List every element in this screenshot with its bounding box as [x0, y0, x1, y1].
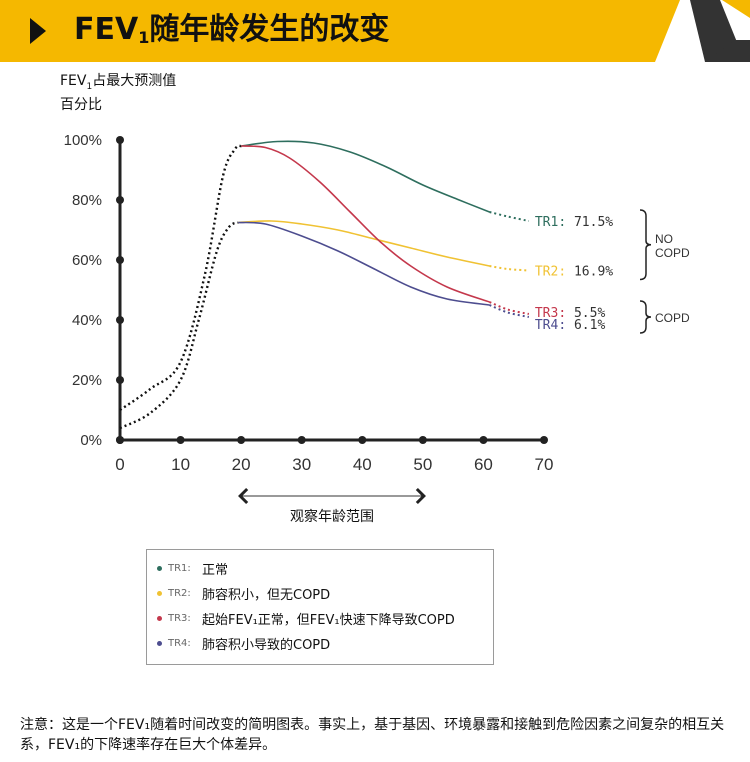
x-tick-label: 60 [474, 455, 493, 474]
x-tick-label: 0 [115, 455, 124, 474]
end-label-value: 6.1% [566, 318, 605, 333]
series-line-tr4 [238, 221, 490, 306]
banner-bar [0, 0, 680, 62]
legend-description: 起始FEV₁正常，但FEV₁快速下降导致COPD [202, 612, 455, 628]
y-tick-dot [116, 196, 124, 204]
y-axis-title: FEV1占最大预测值百分比 [60, 73, 177, 113]
legend-item: TR3: 起始FEV₁正常，但FEV₁快速下降导致COPD [157, 608, 455, 628]
chart-axes: 0 10 20 30 40 50 60 70 0% 20% 40% 60% 80% 100% 观察年龄范围 [64, 132, 554, 525]
x-tick-dot [176, 436, 185, 444]
series-line-tr1 [241, 140, 490, 213]
y-tick-dot [116, 436, 124, 444]
x-tick-dot [297, 436, 306, 444]
end-label-code: TR2: [535, 265, 566, 280]
legend-code: TR4: [168, 637, 191, 649]
chart-series-lines [238, 140, 530, 318]
end-label-tr2: TR2: 16.9% [535, 265, 613, 280]
y-tick-label: 20% [72, 372, 102, 389]
legend-code: TR3: [168, 612, 191, 624]
banner-stripe-yellow [722, 0, 750, 18]
series-projection-tr1 [489, 211, 530, 222]
header-banner: FEV1随年龄发生的改变 [0, 0, 750, 62]
y-tick-label: 80% [72, 192, 102, 209]
footnote: 注意：这是一个FEV₁随着时间改变的简明图表。事实上，基于基因、环境暴露和接触到… [20, 717, 725, 753]
chart-legend: TR1: 正常 TR2: 肺容积小，但无COPD TR3: 起始FEV₁正常，但FEV₁快… [146, 549, 494, 665]
end-label-value: 71.5% [566, 215, 613, 230]
series-projection-tr2 [489, 265, 529, 272]
y-tick-dot [116, 256, 124, 264]
play-arrow-icon [30, 18, 46, 44]
x-tick-label: 70 [535, 455, 554, 474]
chevron-right-icon [415, 487, 426, 505]
x-tick-dot [237, 436, 246, 444]
legend-dot-icon [157, 590, 162, 596]
y-tick-label: 100% [64, 132, 102, 149]
legend-dot-icon [157, 565, 162, 571]
page-title: FEV1随年龄发生的改变 [74, 12, 390, 47]
legend-code: TR1: [168, 562, 191, 574]
legend-code: TR2: [168, 587, 191, 599]
legend-description: 正常 [202, 562, 229, 578]
x-tick-label: 10 [171, 455, 190, 474]
legend-dot-icon [157, 615, 162, 621]
series-projection-tr3 [489, 301, 530, 315]
y-tick-dot [116, 376, 124, 384]
series-line-tr2 [238, 220, 490, 267]
x-tick-dot [479, 436, 488, 444]
legend-item: TR1: 正常 [157, 558, 228, 578]
early-growth-curve [119, 221, 239, 430]
group-brace [639, 300, 652, 334]
y-tick-label: 60% [72, 252, 102, 269]
legend-description: 肺容积小导致的COPD [202, 637, 331, 653]
series-line-tr3 [241, 145, 490, 303]
x-tick-label: 20 [232, 455, 251, 474]
end-label-value: 5.5% [566, 306, 605, 321]
group-label: COPD [655, 246, 690, 260]
legend-dot-icon [157, 640, 162, 646]
x-tick-label: 50 [413, 455, 432, 474]
fev1-line-chart: 0 10 20 30 40 50 60 700%20%40%60%80%100%观察年龄范围 … [64, 132, 690, 525]
chevron-left-icon [238, 487, 249, 505]
chart-end-labels: TR1: 71.5% TR2: 16.9% TR3: 5.5%TR4: 6.1% NO… [535, 209, 690, 334]
x-tick-dot [540, 436, 548, 444]
legend-description: 肺容积小，但无COPD [202, 587, 331, 603]
x-tick-dot [358, 436, 367, 444]
group-brace [639, 209, 652, 281]
x-tick-dot [418, 436, 427, 444]
end-label-tr1: TR1: 71.5% [535, 215, 613, 230]
group-label: NO [655, 232, 673, 246]
end-label-tr3: TR3: 5.5% [535, 306, 606, 321]
end-label-value: 16.9% [566, 265, 613, 280]
end-label-code: TR4: [535, 318, 566, 333]
x-tick-label: 40 [353, 455, 372, 474]
early-growth-curve [119, 144, 242, 411]
end-label-code: TR3: [535, 306, 566, 321]
group-label: COPD [655, 311, 690, 325]
y-tick-dot [116, 136, 124, 144]
y-tick-label: 0% [80, 432, 102, 449]
y-tick-dot [116, 316, 124, 324]
end-label-code: TR1: [535, 215, 566, 230]
legend-item: TR4: 肺容积小导致的COPD [157, 633, 330, 653]
series-projection-tr4 [489, 304, 530, 318]
x-axis-title: 观察年龄范围 [290, 508, 374, 525]
x-tick-label: 30 [292, 455, 311, 474]
banner-background [0, 0, 750, 62]
legend-item: TR2: 肺容积小，但无COPD [157, 583, 330, 603]
end-label-tr4: TR4: 6.1% [535, 318, 606, 333]
banner-stripe-dark-2 [705, 40, 750, 62]
y-tick-label: 40% [72, 312, 102, 329]
early-growth-curves [119, 144, 242, 430]
